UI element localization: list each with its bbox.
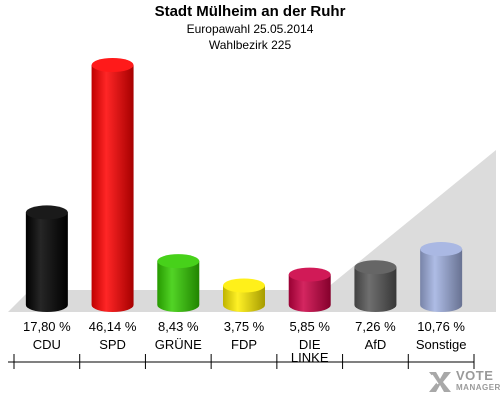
category-label: LINKE [291,350,329,365]
category-label: AfD [365,337,387,352]
value-label: 7,26 % [355,319,396,334]
bar-body [25,212,68,312]
bar-top [91,58,134,72]
chart-subtitle: Europawahl 25.05.2014 [186,22,314,36]
category-label: CDU [33,337,61,352]
bar-die-linke [288,267,331,312]
bar-body [354,267,397,312]
logo-x-icon [429,372,451,392]
value-labels-group: 17,80 % 46,14 % 8,43 % 3,75 % 5,85 % 7,26 % 10… [23,319,465,334]
bar-top [157,254,200,269]
category-label: FDP [231,337,257,352]
bar-grüne [157,254,200,312]
category-label: GRÜNE [155,337,202,352]
bar-spd [91,58,134,312]
bar-fdp [223,278,265,312]
value-label: 8,43 % [158,319,199,334]
bar-sonstige [420,242,463,312]
value-label: 10,76 % [417,319,465,334]
bar-top [420,242,463,257]
category-label: Sonstige [416,337,467,352]
logo-text-manager: MANAGER [456,383,500,392]
bar-body [288,274,331,312]
value-label: 17,80 % [23,319,71,334]
value-label: 3,75 % [224,319,265,334]
bar-afd [354,260,397,312]
bar-top [354,260,397,275]
value-label: 46,14 % [89,319,137,334]
bar-body [157,261,200,312]
category-label: SPD [99,337,126,352]
bar-body [420,249,463,312]
chart-title: Stadt Mülheim an der Ruhr [154,3,346,20]
bar-top [288,267,331,282]
logo-text-vote: VOTE [456,368,494,383]
category-label: DIE [299,337,321,352]
value-label: 5,85 % [289,319,330,334]
bar-top [223,278,265,293]
bar-top [25,205,68,220]
vote-manager-logo: VOTE MANAGER [426,368,500,396]
chart-subtitle-district: Wahlbezirk 225 [208,38,292,52]
bar-body [91,65,134,312]
bar-cdu [25,205,68,312]
bar-body [223,285,265,312]
bars-group [25,58,463,312]
